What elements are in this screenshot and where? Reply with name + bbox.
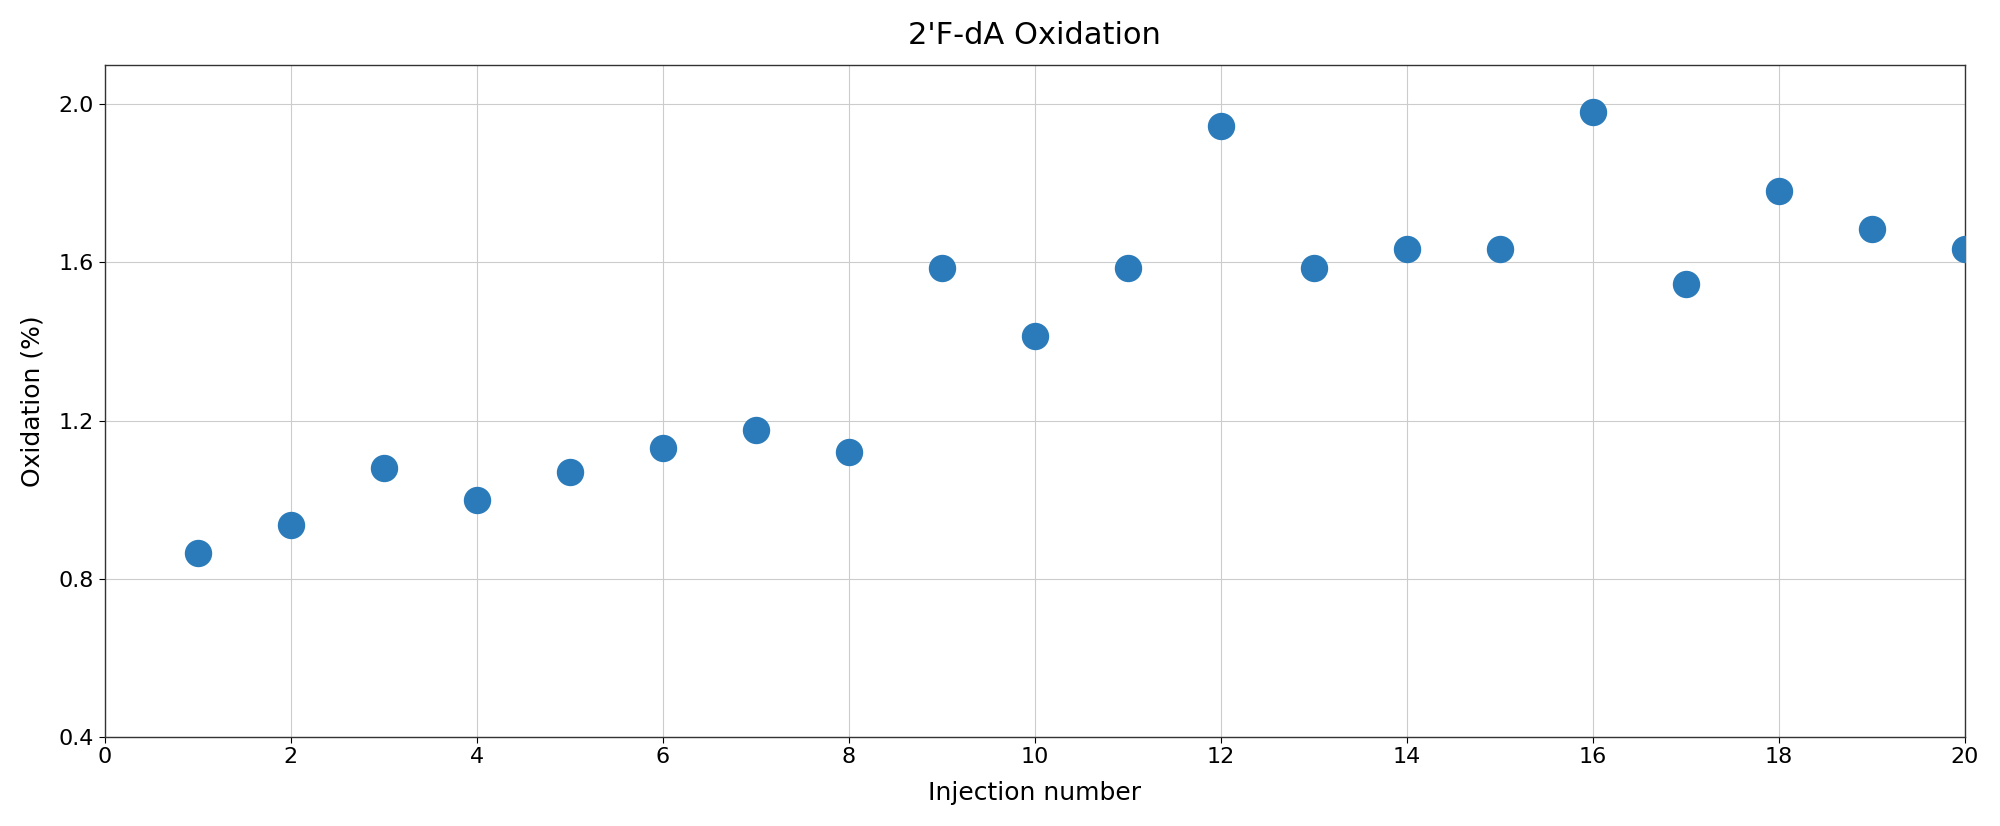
Point: [1856, 222, 1888, 235]
Point: [1762, 184, 1794, 197]
X-axis label: Injection number: Injection number: [928, 781, 1142, 805]
Point: [832, 445, 864, 458]
Title: 2'F-dA Oxidation: 2'F-dA Oxidation: [908, 21, 1162, 50]
Point: [646, 442, 678, 455]
Point: [274, 519, 306, 532]
Point: [1948, 242, 1980, 255]
Point: [1390, 242, 1422, 255]
Point: [1576, 106, 1608, 119]
Point: [368, 462, 400, 475]
Point: [1018, 329, 1050, 342]
Point: [1484, 242, 1516, 255]
Point: [1204, 119, 1236, 132]
Point: [740, 424, 772, 437]
Point: [1670, 278, 1702, 291]
Y-axis label: Oxidation (%): Oxidation (%): [20, 315, 44, 487]
Point: [1298, 262, 1330, 275]
Point: [926, 262, 958, 275]
Point: [554, 465, 586, 478]
Point: [182, 546, 214, 559]
Point: [460, 493, 492, 506]
Point: [1112, 262, 1144, 275]
